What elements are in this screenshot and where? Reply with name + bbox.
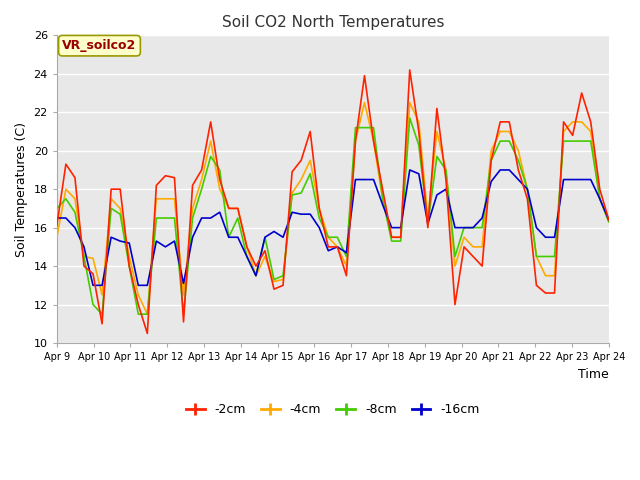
X-axis label: Time: Time [578,368,609,381]
Y-axis label: Soil Temperatures (C): Soil Temperatures (C) [15,121,28,257]
Legend: -2cm, -4cm, -8cm, -16cm: -2cm, -4cm, -8cm, -16cm [181,398,485,421]
Title: Soil CO2 North Temperatures: Soil CO2 North Temperatures [221,15,444,30]
Text: VR_soilco2: VR_soilco2 [62,39,136,52]
